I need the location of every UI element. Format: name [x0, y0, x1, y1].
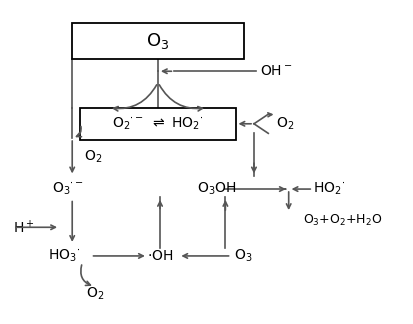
Text: O$_3$: O$_3$ — [233, 248, 252, 264]
Text: O$_3$+O$_2$+H$_2$O: O$_3$+O$_2$+H$_2$O — [302, 214, 381, 228]
Text: HO$_3$$^{\cdot}$: HO$_3$$^{\cdot}$ — [47, 248, 80, 264]
FancyBboxPatch shape — [72, 23, 243, 59]
Text: O$_2$$^{\cdot-}$ $\rightleftharpoons$ HO$_2$$^{\cdot}$: O$_2$$^{\cdot-}$ $\rightleftharpoons$ HO… — [112, 116, 203, 132]
Text: O$_2$: O$_2$ — [85, 286, 104, 302]
Text: O$_3$$^{\cdot-}$: O$_3$$^{\cdot-}$ — [52, 181, 83, 197]
Text: O$_2$: O$_2$ — [276, 116, 294, 132]
Text: OH$^-$: OH$^-$ — [259, 64, 292, 78]
Text: HO$_2$$^{\cdot}$: HO$_2$$^{\cdot}$ — [313, 181, 344, 197]
FancyBboxPatch shape — [80, 108, 235, 140]
Text: O$_2$: O$_2$ — [84, 149, 102, 166]
Text: O$_3$OH: O$_3$OH — [196, 181, 236, 197]
Text: O$_3$: O$_3$ — [146, 31, 169, 51]
Text: H$^+$: H$^+$ — [13, 219, 34, 236]
Text: $\cdot$OH: $\cdot$OH — [147, 249, 173, 263]
